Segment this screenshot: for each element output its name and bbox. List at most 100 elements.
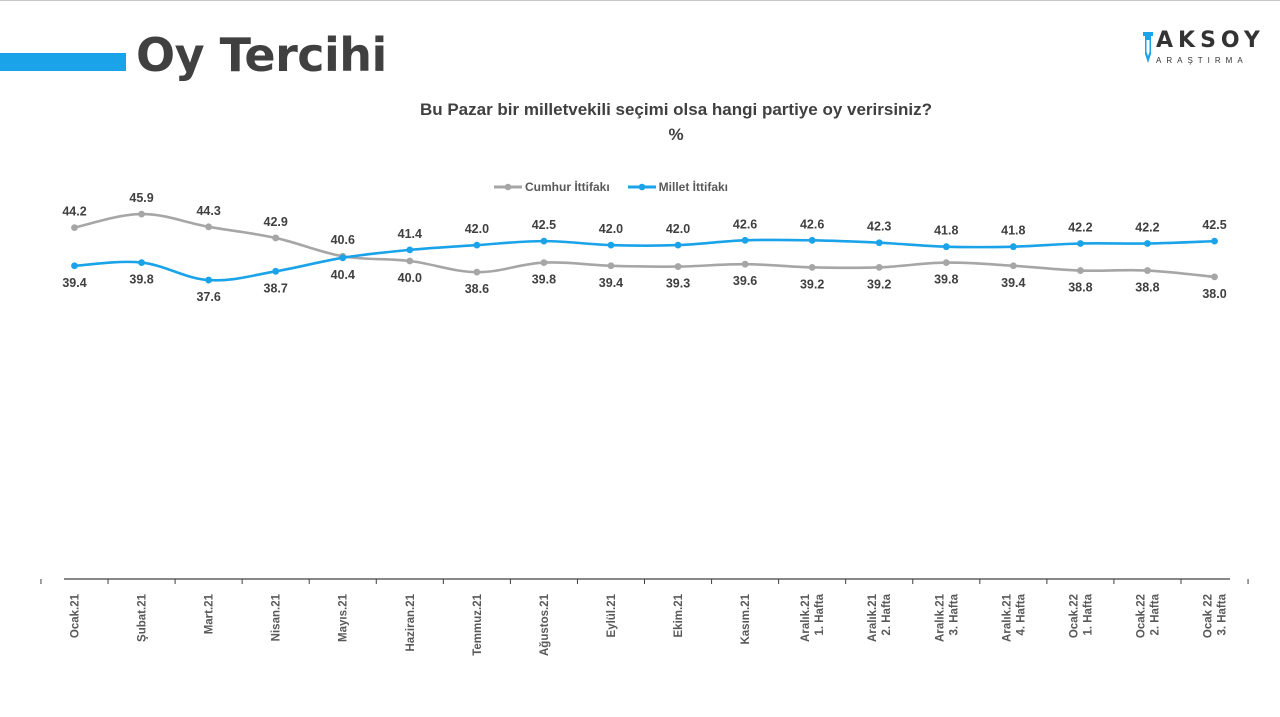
data-point-cumhur bbox=[406, 257, 414, 265]
data-label-millet: 41.8 bbox=[934, 224, 958, 238]
x-tick-label: Mayıs.21 bbox=[338, 593, 350, 642]
data-point-cumhur bbox=[808, 263, 816, 271]
x-tick-label: Ocak.22 1. Hafta bbox=[1068, 593, 1094, 638]
chart-title: Bu Pazar bir milletvekili seçimi olsa ha… bbox=[419, 100, 933, 119]
data-label-cumhur: 39.2 bbox=[800, 277, 824, 291]
x-tick-label: Kasım.21 bbox=[740, 593, 752, 644]
x-tick-label: Aralık.21 3. Hafta bbox=[934, 593, 960, 642]
data-point-millet bbox=[540, 237, 548, 245]
legend-swatch-millet bbox=[627, 183, 656, 191]
x-tick-label-line: Ekim.21 bbox=[673, 593, 685, 637]
data-label-millet: 42.3 bbox=[867, 220, 891, 234]
x-tick-label-line: Ocak.22 bbox=[1135, 594, 1147, 638]
x-tick-label-line: Kasım.21 bbox=[740, 593, 752, 644]
data-point-cumhur bbox=[272, 234, 280, 242]
top-rule bbox=[0, 0, 1280, 1]
x-tick-label-line: Aralık.21 bbox=[934, 593, 946, 642]
data-label-millet: 42.6 bbox=[733, 217, 757, 231]
data-label-millet: 42.0 bbox=[599, 222, 623, 236]
data-point-millet bbox=[1077, 240, 1084, 247]
chart-subtitle: % bbox=[668, 125, 684, 144]
x-tick-label-line: Temmuz.21 bbox=[472, 593, 484, 655]
data-point-millet bbox=[71, 262, 78, 270]
data-label-cumhur: 45.9 bbox=[129, 191, 153, 205]
x-tick-label-line: 2. Hafta bbox=[1149, 593, 1161, 635]
x-tick-label: Temmuz.21 bbox=[472, 593, 484, 655]
legend-label-cumhur: Cumhur İttifakı bbox=[525, 180, 610, 194]
x-tick-label-line: 4. Hafta bbox=[1015, 593, 1027, 635]
x-tick-label-line: Şubat.21 bbox=[137, 593, 149, 642]
data-point-cumhur bbox=[1009, 262, 1017, 270]
data-point-cumhur bbox=[1144, 267, 1151, 274]
x-tick-label-line: 1. Hafta bbox=[814, 593, 826, 635]
data-label-millet: 42.2 bbox=[1068, 221, 1092, 235]
data-label-cumhur: 39.2 bbox=[867, 277, 891, 291]
logo-subtext: ARAŞTIRMA bbox=[1156, 56, 1248, 65]
x-tick-label-line: 3. Hafta bbox=[948, 593, 960, 635]
legend-item-cumhur: Cumhur İttifakı bbox=[494, 180, 610, 194]
data-label-millet: 40.4 bbox=[331, 268, 355, 282]
x-tick-label: Aralık.21 2. Hafta bbox=[867, 593, 893, 642]
data-point-cumhur bbox=[942, 259, 950, 266]
data-label-cumhur: 38.0 bbox=[1202, 287, 1226, 301]
x-tick-label: Aralık.21 4. Hafta bbox=[1001, 593, 1027, 642]
x-tick-label: Eylül.21 bbox=[606, 593, 618, 637]
data-point-millet bbox=[1211, 237, 1218, 245]
data-label-cumhur: 40.0 bbox=[398, 271, 422, 285]
x-tick-label: Ağustos.21 bbox=[539, 593, 551, 656]
data-label-cumhur: 39.8 bbox=[934, 273, 958, 287]
x-tick-label: Şubat.21 bbox=[137, 593, 149, 642]
data-label-millet: 42.2 bbox=[1135, 221, 1159, 235]
legend-swatch-cumhur bbox=[494, 183, 522, 191]
x-tick-label: Nisan.21 bbox=[271, 593, 283, 641]
x-tick-label-line: Nisan.21 bbox=[271, 593, 283, 641]
x-tick-label-line: Mayıs.21 bbox=[338, 593, 350, 642]
data-point-millet bbox=[808, 236, 816, 244]
x-tick-label-line: Mart.21 bbox=[204, 593, 216, 634]
data-label-millet: 39.4 bbox=[62, 276, 86, 290]
data-point-millet bbox=[607, 241, 615, 249]
data-point-millet bbox=[272, 267, 280, 275]
data-label-millet: 41.8 bbox=[1001, 224, 1025, 238]
legend-label-millet: Millet İttifakı bbox=[658, 180, 729, 194]
pen-nib-icon bbox=[1143, 32, 1153, 63]
data-label-cumhur: 38.8 bbox=[1135, 281, 1159, 295]
data-label-millet: 41.4 bbox=[398, 227, 422, 241]
chart-legend: Cumhur İttifakı Millet İttifakı bbox=[494, 178, 746, 196]
data-point-millet bbox=[205, 276, 213, 284]
data-point-cumhur bbox=[71, 224, 78, 232]
data-point-millet bbox=[406, 246, 414, 254]
x-tick-label-line: Aralık.21 bbox=[867, 593, 879, 642]
data-point-cumhur bbox=[138, 210, 145, 218]
data-point-cumhur bbox=[1077, 267, 1084, 274]
data-point-millet bbox=[339, 254, 347, 262]
page-title: Oy Tercihi bbox=[136, 28, 387, 82]
x-tick-label-line: Eylül.21 bbox=[606, 593, 618, 637]
data-point-cumhur bbox=[540, 259, 548, 266]
data-point-millet bbox=[942, 243, 950, 251]
data-point-millet bbox=[741, 236, 749, 244]
series-line-millet bbox=[73, 238, 1216, 282]
data-point-cumhur bbox=[473, 268, 481, 276]
data-point-millet bbox=[473, 241, 481, 249]
data-label-millet: 42.5 bbox=[532, 218, 556, 232]
data-label-cumhur: 39.4 bbox=[599, 276, 623, 290]
x-tick-label: Mart.21 bbox=[204, 593, 216, 634]
x-tick-label: Haziran.21 bbox=[405, 593, 417, 651]
x-tick-label-line: Aralık.21 bbox=[1001, 593, 1013, 642]
brand-logo: AKSOY ARAŞTIRMA bbox=[1138, 28, 1264, 70]
x-tick-label-line: Ağustos.21 bbox=[539, 593, 551, 656]
data-point-millet bbox=[138, 259, 145, 266]
data-point-cumhur bbox=[205, 223, 213, 231]
data-point-cumhur bbox=[607, 262, 615, 270]
data-label-millet: 42.6 bbox=[800, 217, 824, 231]
x-tick-label-line: Ocak.22 bbox=[1068, 594, 1080, 638]
x-tick-label-line: Ocak 22 bbox=[1203, 594, 1215, 638]
x-tick-label: Aralık.21 1. Hafta bbox=[800, 593, 826, 642]
series-line-cumhur bbox=[73, 212, 1216, 279]
data-label-millet: 42.0 bbox=[666, 222, 690, 236]
data-label-millet: 39.8 bbox=[129, 273, 153, 287]
x-tick-label-line: Ocak.21 bbox=[70, 593, 82, 638]
data-label-cumhur: 39.3 bbox=[666, 277, 690, 291]
